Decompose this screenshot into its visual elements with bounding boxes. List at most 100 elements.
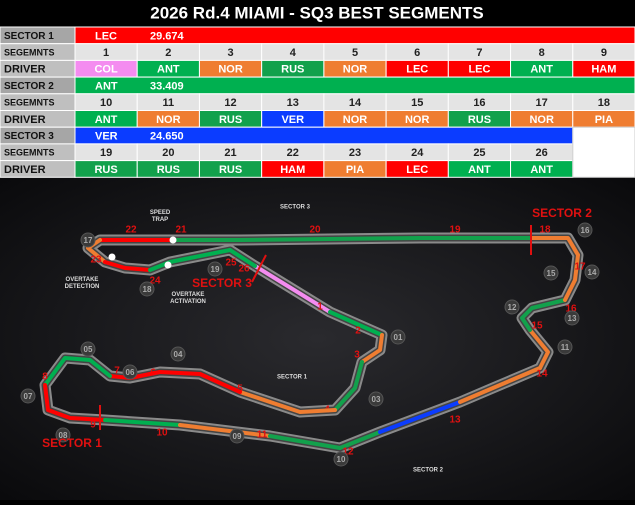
- driver-code: HAM: [591, 64, 616, 76]
- sector-zone: SECTOR 2: [413, 468, 444, 474]
- sector-line: [251, 254, 267, 283]
- segment-path: [378, 400, 462, 434]
- corner-number: 09: [233, 432, 242, 441]
- map-annotation: OVERTAKE ACTIVATION: [170, 292, 206, 305]
- segment-map-label: 3: [354, 350, 360, 361]
- segment-number: 5: [352, 47, 358, 59]
- corner-marker: [368, 391, 384, 407]
- sector-time: 33.409: [150, 80, 184, 92]
- segment-number: 6: [414, 47, 420, 59]
- segment-number: 20: [162, 147, 174, 159]
- sector-driver: VER: [95, 130, 118, 142]
- segment-path: [328, 310, 384, 337]
- segment-map-label: 26: [238, 264, 250, 275]
- corner-marker: [577, 222, 593, 238]
- corner-marker: [207, 261, 223, 277]
- driver-code: ANT: [530, 64, 553, 76]
- segment-number: 24: [411, 147, 424, 159]
- corner-number: 07: [24, 392, 33, 401]
- segment-map-label: 5: [237, 384, 243, 395]
- segment-number: 1: [103, 47, 109, 59]
- segment-number: 4: [290, 47, 297, 59]
- annotation-line: DETECTION: [65, 284, 100, 290]
- segment-number: 23: [349, 147, 361, 159]
- driver-code: RUS: [281, 64, 304, 76]
- corner-number: 14: [588, 268, 597, 277]
- sector-driver: LEC: [95, 30, 117, 42]
- segment-map-label: 15: [531, 321, 543, 332]
- corner-marker: [122, 364, 138, 380]
- annotation-line: TRAP: [152, 217, 168, 223]
- segment-map-label: 12: [342, 447, 354, 458]
- segment-number: 2: [165, 47, 171, 59]
- corner-marker: [80, 232, 96, 248]
- segment-path: [253, 264, 332, 314]
- driver-code: LEC: [468, 64, 490, 76]
- corner-number: 18: [143, 285, 152, 294]
- sector-mark: SECTOR 1: [42, 436, 102, 450]
- corner-marker: [584, 264, 600, 280]
- segment-path: [268, 430, 382, 450]
- sector-zone: SECTOR 1: [277, 375, 308, 381]
- segment-path: [228, 248, 257, 268]
- sector-label: SECTOR 2: [4, 81, 54, 92]
- corner-marker: [20, 388, 36, 404]
- segment-number: 13: [287, 97, 299, 109]
- segment-map-label: 24: [149, 276, 161, 287]
- sector-label: SECTOR 3: [4, 131, 54, 142]
- segment-number: 16: [473, 97, 485, 109]
- segment-number: 18: [598, 97, 610, 109]
- corner-marker: [564, 310, 580, 326]
- driver-code: NOR: [218, 64, 243, 76]
- driver-code: NOR: [156, 114, 181, 126]
- segment-number: 22: [287, 147, 299, 159]
- driver-code: RUS: [219, 114, 242, 126]
- corner-number: 15: [547, 269, 556, 278]
- corner-marker: [55, 427, 71, 443]
- segment-number: 10: [100, 97, 112, 109]
- segment-map-label: 9: [90, 420, 96, 431]
- segment-path: [520, 298, 567, 332]
- corner-number: 10: [337, 455, 346, 464]
- segment-path: [458, 366, 542, 404]
- segment-map-label: 18: [539, 225, 551, 236]
- corner-marker: [80, 341, 96, 357]
- sector-zone: SECTOR 3: [280, 205, 311, 211]
- driver-code: ANT: [157, 64, 180, 76]
- segment-path: [103, 418, 182, 427]
- corner-number: 16: [581, 226, 590, 235]
- corner-marker: [139, 281, 155, 297]
- driver-code: PIA: [595, 114, 613, 126]
- row-label: DRIVER: [4, 164, 46, 176]
- segment-path: [103, 260, 152, 272]
- segment-number: 26: [536, 147, 548, 159]
- segment-path: [43, 383, 107, 422]
- driver-code: NOR: [343, 64, 368, 76]
- segment-path: [43, 356, 112, 387]
- segment-path: [158, 370, 242, 394]
- map-annotation: OVERTAKE DETECTION: [65, 277, 100, 290]
- segment-path: [563, 253, 580, 302]
- segment-number: 3: [227, 47, 233, 59]
- driver-code: NOR: [405, 114, 430, 126]
- corner-number: 12: [508, 303, 517, 312]
- segment-path: [178, 423, 272, 438]
- segment-map-label: 23: [90, 255, 102, 266]
- driver-code: ANT: [95, 114, 118, 126]
- corner-marker: [333, 451, 349, 467]
- driver-code: RUS: [157, 164, 180, 176]
- segment-map-label: 21: [175, 225, 187, 236]
- segment-map-label: 10: [156, 428, 168, 439]
- annotation-line: SPEED: [150, 210, 171, 216]
- segment-path: [238, 236, 422, 242]
- corner-number: 19: [211, 265, 220, 274]
- corner-number: 06: [126, 368, 135, 377]
- segment-path: [360, 333, 384, 364]
- corner-marker: [170, 346, 186, 362]
- row-label: SEGEMNTS: [4, 47, 55, 57]
- segment-number: 21: [224, 147, 236, 159]
- segment-number: 12: [224, 97, 236, 109]
- row-label: DRIVER: [4, 64, 46, 76]
